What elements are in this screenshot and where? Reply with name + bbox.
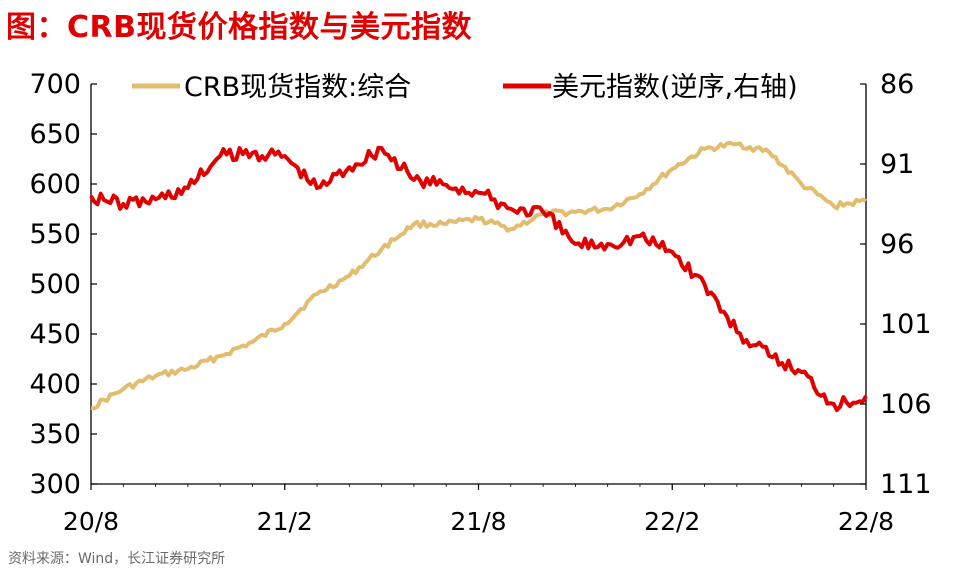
legend: CRB现货指数:综合 美元指数(逆序,右轴) xyxy=(132,72,798,103)
y-left-tick-label: 650 xyxy=(29,119,81,150)
y-left-tick-label: 500 xyxy=(29,269,81,300)
x-tick-label: 22/8 xyxy=(838,507,894,536)
y-left-tick-label: 350 xyxy=(29,419,81,450)
y-left-tick-label: 300 xyxy=(29,469,81,500)
axes: 700 650 600 550 500 450 400 350 300 86 91 96 101 106 1… xyxy=(29,69,931,536)
y-right-tick-label: 101 xyxy=(880,309,932,340)
y-left-tick-label: 700 xyxy=(29,69,81,100)
y-left-tick-label: 400 xyxy=(29,369,81,400)
y-left-tick-label: 450 xyxy=(29,319,81,350)
y-right-tick-label: 91 xyxy=(880,149,914,180)
y-right-tick-label: 111 xyxy=(880,469,932,500)
y-right-tick-label: 96 xyxy=(880,229,914,260)
source-note: 资料来源：Wind，长江证券研究所 xyxy=(8,551,226,567)
y-right-tick-label: 106 xyxy=(880,389,932,420)
series-usd xyxy=(89,145,868,413)
x-tick-label: 21/2 xyxy=(257,507,313,536)
y-left-tick-label: 550 xyxy=(29,219,81,250)
page-title: 图：CRB现货价格指数与美元指数 xyxy=(6,10,472,45)
legend-usd-label: 美元指数(逆序,右轴) xyxy=(552,72,798,103)
x-tick-label: 21/8 xyxy=(450,507,506,536)
y-right-tick-label: 86 xyxy=(880,69,914,100)
usd-line xyxy=(89,145,868,413)
x-tick-label: 22/2 xyxy=(644,507,700,536)
y-left-tick-label: 600 xyxy=(29,169,81,200)
series-crb xyxy=(90,140,867,411)
x-tick-label: 20/8 xyxy=(63,507,119,536)
legend-crb-label: CRB现货指数:综合 xyxy=(184,72,411,103)
chart: 700 650 600 550 500 450 400 350 300 86 91 96 101 106 1… xyxy=(29,69,931,536)
crb-line xyxy=(90,140,867,411)
